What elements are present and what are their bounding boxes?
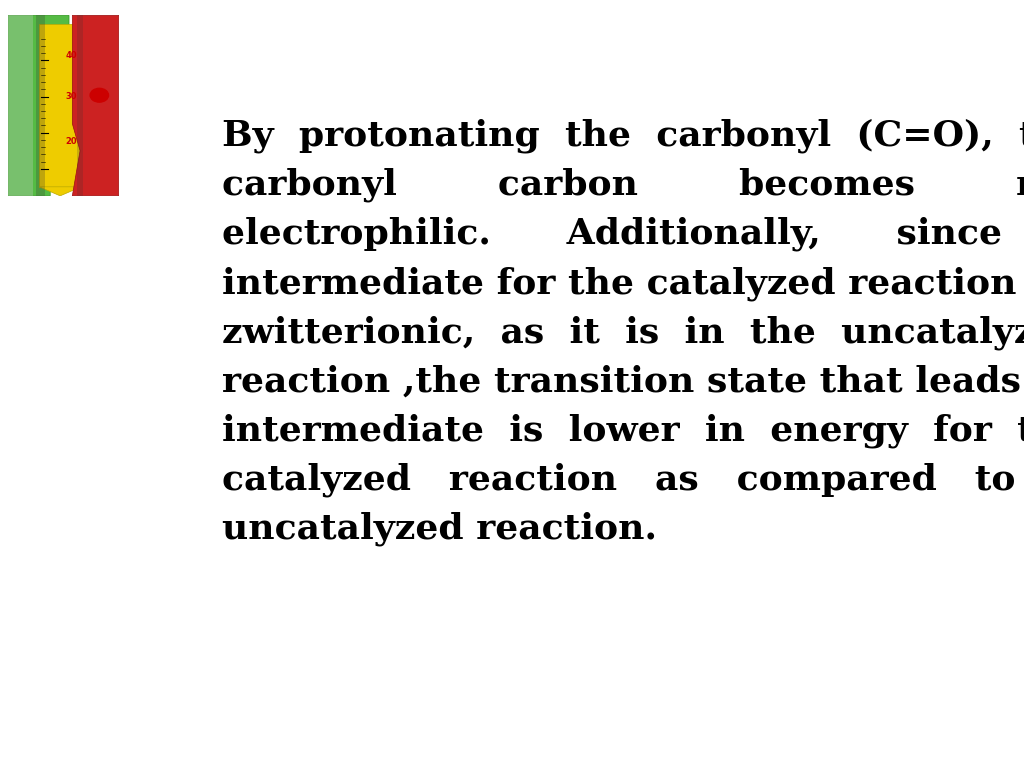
- Text: electrophilic.      Additionally,      since      the: electrophilic. Additionally, since the: [221, 217, 1024, 251]
- Bar: [36, 15, 45, 196]
- Text: 40: 40: [66, 51, 78, 60]
- Text: intermediate  is  lower  in  energy  for  the: intermediate is lower in energy for the: [221, 413, 1024, 448]
- Polygon shape: [73, 15, 119, 196]
- Bar: [8, 15, 33, 196]
- Polygon shape: [8, 15, 69, 196]
- Text: reaction ,the transition state that leads to the: reaction ,the transition state that lead…: [221, 364, 1024, 398]
- Text: intermediate for the catalyzed reaction is not: intermediate for the catalyzed reaction …: [221, 266, 1024, 300]
- Bar: [39, 25, 81, 187]
- Text: uncatalyzed reaction.: uncatalyzed reaction.: [221, 511, 656, 546]
- Text: catalyzed   reaction   as   compared   to   the: catalyzed reaction as compared to the: [221, 462, 1024, 497]
- Text: 30: 30: [66, 92, 77, 101]
- Text: By  protonating  the  carbonyl  (C=O),  the: By protonating the carbonyl (C=O), the: [221, 119, 1024, 154]
- Text: carbonyl        carbon        becomes        more: carbonyl carbon becomes more: [221, 168, 1024, 202]
- Text: 20: 20: [66, 137, 78, 146]
- Bar: [77, 15, 83, 196]
- Polygon shape: [39, 187, 81, 196]
- Text: zwitterionic,  as  it  is  in  the  uncatalyzed: zwitterionic, as it is in the uncatalyze…: [221, 315, 1024, 349]
